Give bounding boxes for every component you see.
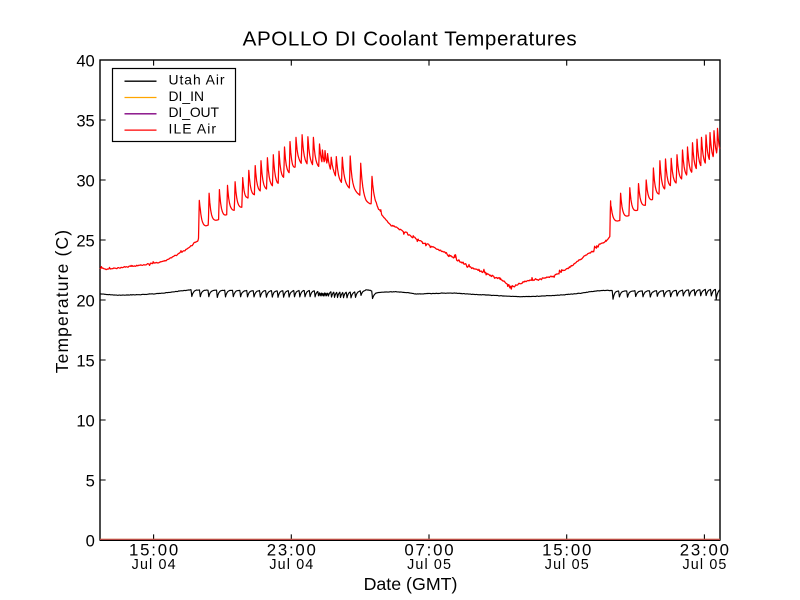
svg-text:0: 0 — [86, 532, 95, 551]
svg-text:15: 15 — [76, 352, 94, 371]
svg-text:DI_OUT: DI_OUT — [169, 104, 220, 120]
svg-text:15:00: 15:00 — [542, 541, 593, 560]
svg-text:25: 25 — [76, 232, 94, 251]
svg-text:30: 30 — [76, 172, 94, 191]
svg-text:DI_IN: DI_IN — [169, 88, 205, 104]
svg-text:Jul 04: Jul 04 — [269, 557, 314, 573]
svg-text:Jul 05: Jul 05 — [682, 557, 727, 573]
svg-text:23:00: 23:00 — [267, 541, 318, 560]
svg-text:APOLLO DI Coolant Temperatures: APOLLO DI Coolant Temperatures — [243, 27, 578, 50]
svg-text:23:00: 23:00 — [680, 541, 731, 560]
svg-text:5: 5 — [86, 472, 95, 491]
svg-text:Temperature (C): Temperature (C) — [52, 229, 72, 374]
svg-text:10: 10 — [76, 412, 94, 431]
svg-text:35: 35 — [76, 112, 94, 131]
svg-text:40: 40 — [76, 52, 94, 71]
svg-text:Jul 04: Jul 04 — [132, 557, 177, 573]
svg-text:20: 20 — [76, 292, 94, 311]
svg-text:ILE Air: ILE Air — [169, 120, 218, 136]
svg-text:Utah Air: Utah Air — [169, 72, 226, 88]
svg-text:07:00: 07:00 — [404, 541, 455, 560]
svg-text:Date (GMT): Date (GMT) — [364, 574, 458, 594]
svg-text:Jul 05: Jul 05 — [407, 557, 452, 573]
svg-text:15:00: 15:00 — [129, 541, 180, 560]
svg-text:Jul 05: Jul 05 — [545, 557, 590, 573]
